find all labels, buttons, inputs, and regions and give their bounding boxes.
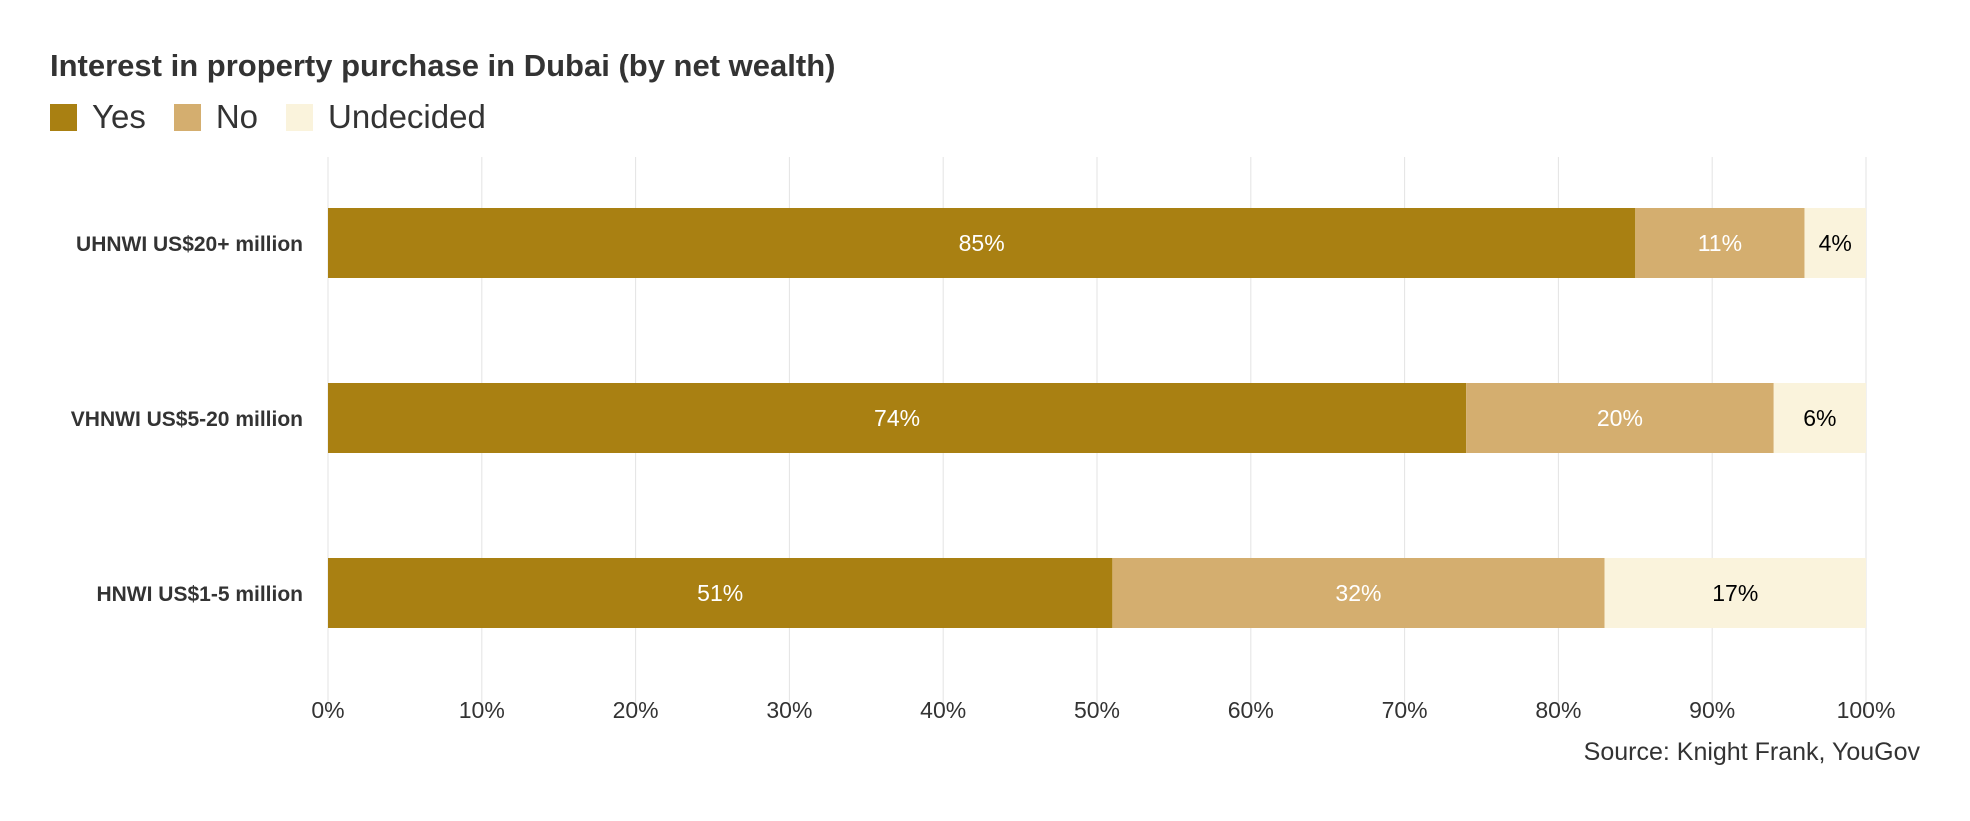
chart-legend: Yes No Undecided (50, 98, 514, 136)
category-label: HNWI US$1-5 million (96, 583, 303, 606)
bar-segment (328, 383, 1467, 453)
legend-label-yes: Yes (92, 98, 146, 135)
legend-swatch-yes (50, 103, 77, 131)
data-label: 85% (959, 230, 1005, 256)
bar-segment (1804, 208, 1866, 278)
legend-item-undecided: Undecided (286, 98, 486, 136)
legend-swatch-no (173, 103, 201, 131)
bar-segment (1112, 558, 1605, 628)
data-label: 74% (874, 405, 920, 431)
category-label: VHNWI US$5-20 million (71, 408, 303, 431)
bar-segment (1773, 383, 1866, 453)
x-tick-label: 80% (1535, 697, 1581, 723)
x-tick-label: 90% (1689, 697, 1735, 723)
x-tick-label: 50% (1074, 697, 1120, 723)
x-tick-label: 70% (1382, 697, 1428, 723)
data-label: 17% (1712, 580, 1758, 606)
bar-segment (328, 208, 1636, 278)
x-tick-label: 60% (1228, 697, 1274, 723)
legend-item-yes: Yes (50, 98, 146, 136)
bar-segment (1635, 208, 1805, 278)
x-tick-label: 10% (459, 697, 505, 723)
legend-swatch-undecided (286, 103, 314, 131)
bar-segment (1604, 558, 1866, 628)
x-tick-label: 100% (1837, 697, 1896, 723)
x-tick-label: 20% (613, 697, 659, 723)
bar-segment (328, 558, 1113, 628)
x-tick-label: 0% (311, 697, 344, 723)
data-label: 11% (1698, 230, 1742, 256)
legend-item-no: No (173, 98, 259, 136)
data-label: 32% (1335, 580, 1381, 606)
bar-segment (1466, 383, 1774, 453)
chart-source: Source: Knight Frank, YouGov (1583, 738, 1920, 766)
legend-label-no: No (215, 98, 259, 135)
legend-label-undecided: Undecided (328, 98, 486, 135)
category-label: UHNWI US$20+ million (76, 233, 303, 256)
data-label: 4% (1819, 230, 1852, 256)
data-label: 20% (1597, 405, 1643, 431)
chart-title: Interest in property purchase in Dubai (… (50, 48, 836, 83)
x-tick-label: 30% (766, 697, 812, 723)
x-tick-label: 40% (920, 697, 966, 723)
data-label: 51% (697, 580, 743, 606)
data-label: 6% (1803, 405, 1836, 431)
